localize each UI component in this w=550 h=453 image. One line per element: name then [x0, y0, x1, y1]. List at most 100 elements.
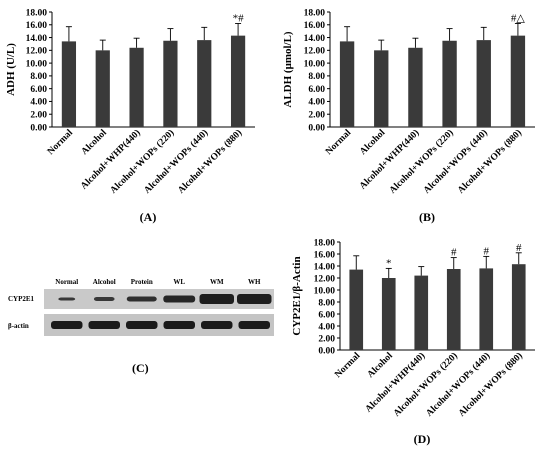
- y-axis-label: CYP2E1/β-Actin: [291, 256, 303, 335]
- y-tick-label: 14.00: [304, 34, 326, 44]
- y-tick-label: 6.00: [318, 310, 335, 320]
- x-category-label: Alcohol: [358, 128, 387, 157]
- x-category-label: Normal: [324, 128, 353, 157]
- x-category-label: Alcohol+WOPs (440): [421, 127, 490, 196]
- x-category-label: Alcohol+WOPs (880): [456, 127, 525, 196]
- cyp2e1-band: [93, 297, 115, 301]
- chart-d: 0.00 2.00 4.00 6.00 8.00 10.00 12.00 14.00 16.00…: [291, 238, 535, 446]
- blot-lane-label: Normal: [55, 278, 78, 286]
- x-category-label: Alcohol: [80, 128, 109, 157]
- y-tick-label: 0.00: [318, 346, 335, 356]
- bar: [349, 269, 364, 350]
- y-tick-label: 10.00: [304, 59, 326, 69]
- y-tick-label: 14.00: [26, 34, 48, 44]
- significance-marker: #: [516, 242, 522, 254]
- panel-label-d: (D): [414, 432, 431, 446]
- cyp2e1-band: [126, 296, 157, 302]
- x-category-label: Alcohol+WOPs (880): [176, 127, 245, 196]
- y-tick-label: 16.00: [26, 21, 48, 31]
- bar: [197, 40, 212, 127]
- y-tick-label: 2.00: [318, 334, 335, 344]
- y-tick-label: 4.00: [308, 98, 325, 108]
- bar: [95, 50, 110, 128]
- blot-lane-label: WH: [248, 278, 261, 286]
- y-tick-label: 18.00: [304, 8, 326, 18]
- chart-a: 0.00 2.00 4.00 6.00 8.00 10.00 12.00 14.00 16.00…: [5, 8, 255, 224]
- panel-label-a: (A): [140, 210, 157, 224]
- y-tick-label: 16.00: [304, 21, 326, 31]
- x-category-label: Alcohol+WOPs (440): [142, 127, 211, 196]
- actin-band: [51, 321, 83, 329]
- y-tick-label: 10.00: [314, 286, 336, 296]
- y-tick-label: 4.00: [30, 98, 47, 108]
- y-tick-label: 18.00: [314, 238, 336, 248]
- x-category-label: Alcohol+WOPs (220): [108, 127, 177, 196]
- blot-lane-labels: Normal Alcohol Protein WL WM WH: [55, 278, 261, 286]
- bar: [163, 40, 178, 127]
- x-category-label: Alcohol: [366, 351, 395, 380]
- y-tick-label: 12.00: [314, 274, 336, 284]
- blot-row-label-cyp2e1: CYP2E1: [8, 295, 35, 303]
- actin-band: [126, 321, 158, 329]
- blot-lane-label: WM: [210, 278, 224, 286]
- y-tick-label: 0.00: [30, 123, 47, 133]
- bar: [381, 278, 396, 350]
- significance-marker: #△: [511, 13, 526, 25]
- bar: [374, 50, 389, 128]
- blot-lane-label: Alcohol: [93, 278, 116, 286]
- x-category-label: Alcohol+WOPs (440): [424, 350, 493, 419]
- blot-lane-label: WL: [173, 278, 185, 286]
- panel-label-b: (B): [419, 210, 435, 224]
- bar: [129, 47, 144, 127]
- bar: [476, 40, 491, 127]
- x-category-label: Alcohol+WOPs (880): [456, 350, 525, 419]
- bar: [61, 41, 77, 128]
- cyp2e1-band: [163, 295, 196, 303]
- actin-band: [238, 321, 270, 329]
- y-tick-label: 18.00: [26, 8, 48, 18]
- y-tick-label: 8.00: [318, 298, 335, 308]
- y-axis-label: ADH (U/L): [5, 43, 17, 96]
- bar: [510, 35, 526, 128]
- significance-marker: #: [484, 245, 490, 257]
- x-category-label: Alcohol+WHP(440): [357, 127, 421, 191]
- blot-row-label-actin: β-actin: [8, 322, 29, 330]
- y-tick-label: 6.00: [308, 85, 325, 95]
- western-blot-panel: Normal Alcohol Protein WL WM WH CYP2E1 β-acti…: [8, 272, 276, 375]
- y-tick-label: 6.00: [30, 85, 47, 95]
- cyp2e1-band: [237, 294, 272, 304]
- y-tick-label: 16.00: [314, 250, 336, 260]
- bar: [442, 40, 457, 127]
- cyp2e1-band: [58, 297, 76, 301]
- x-category-label: Normal: [46, 128, 75, 157]
- bar: [230, 35, 246, 128]
- bar: [414, 275, 429, 350]
- x-category-label: Normal: [333, 351, 362, 380]
- significance-marker: *: [386, 257, 392, 269]
- bar: [408, 47, 423, 127]
- actin-band: [201, 321, 233, 329]
- bar: [446, 269, 461, 350]
- y-tick-label: 0.00: [308, 123, 325, 133]
- y-tick-label: 10.00: [26, 59, 48, 69]
- chart-b: 0.00 2.00 4.00 6.00 8.00 10.00 12.00 14.00 16.00…: [282, 8, 535, 224]
- actin-band: [88, 321, 120, 329]
- x-category-label: Alcohol+WHP(440): [363, 350, 427, 414]
- bar: [511, 264, 526, 350]
- actin-band: [163, 321, 195, 329]
- x-category-label: Alcohol+WHP(440): [78, 127, 142, 191]
- y-tick-label: 14.00: [314, 262, 336, 272]
- x-category-label: Alcohol+WOPs (220): [391, 350, 460, 419]
- y-tick-label: 8.00: [308, 72, 325, 82]
- significance-marker: *#: [233, 13, 245, 25]
- y-tick-label: 12.00: [304, 47, 326, 57]
- y-tick-label: 2.00: [30, 111, 47, 121]
- y-tick-label: 8.00: [30, 72, 47, 82]
- significance-marker: #: [451, 247, 457, 259]
- y-tick-label: 2.00: [308, 111, 325, 121]
- cyp2e1-band: [199, 294, 234, 304]
- y-tick-label: 4.00: [318, 322, 335, 332]
- y-tick-label: 12.00: [26, 47, 48, 57]
- blot-lane-strip-actin: [44, 314, 274, 336]
